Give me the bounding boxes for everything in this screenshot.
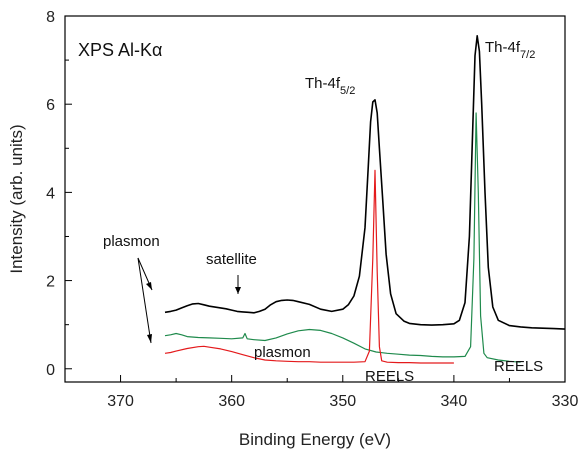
peak-label-4f52-main: Th-4f [305,75,341,92]
plot-frame [64,15,566,383]
y-tick-label-4: 8 [46,9,55,26]
axis-ticks: 370 360 350 340 330 0 2 4 6 8 [46,9,578,410]
series-group [164,34,566,364]
series-line-2 [164,169,454,364]
peak-label-4f72: Th-4f7/2 [485,39,535,61]
peak-label-4f72-main: Th-4f [485,39,521,56]
plasmon-arrowhead-2 [147,334,152,343]
satellite-arrowhead [235,287,241,294]
plasmon-arrow-2 [137,257,152,344]
x-axis-label: Binding Energy (eV) [239,430,391,449]
series-line-0 [164,34,566,330]
annotation-arrows [137,257,241,344]
x-tick-label-3: 340 [441,393,468,410]
plasmon-label-2: plasmon [254,344,311,361]
y-tick-label-2: 4 [46,185,55,202]
y-tick-label-1: 2 [46,274,55,291]
y-tick-label-3: 6 [46,97,55,114]
peak-label-4f52-sub: 5/2 [340,85,355,97]
plasmon-label-1: plasmon [103,233,160,250]
peak-label-4f52: Th-4f5/2 [305,75,355,97]
inset-label: XPS Al-Kα [78,40,162,60]
x-tick-label-2: 350 [329,393,356,410]
y-axis-label: Intensity (arb. units) [7,124,26,273]
peak-label-4f72-sub: 7/2 [520,49,535,61]
plasmon-arrowhead-1 [146,282,152,290]
reels-label-2: REELS [494,358,543,375]
satellite-label: satellite [206,251,257,268]
x-tick-label-4: 330 [552,393,579,410]
series-line-1 [164,112,521,363]
x-tick-label-0: 370 [107,393,134,410]
y-tick-label-0: 0 [46,362,55,379]
reels-label-1: REELS [365,368,414,385]
x-tick-label-1: 360 [218,393,245,410]
